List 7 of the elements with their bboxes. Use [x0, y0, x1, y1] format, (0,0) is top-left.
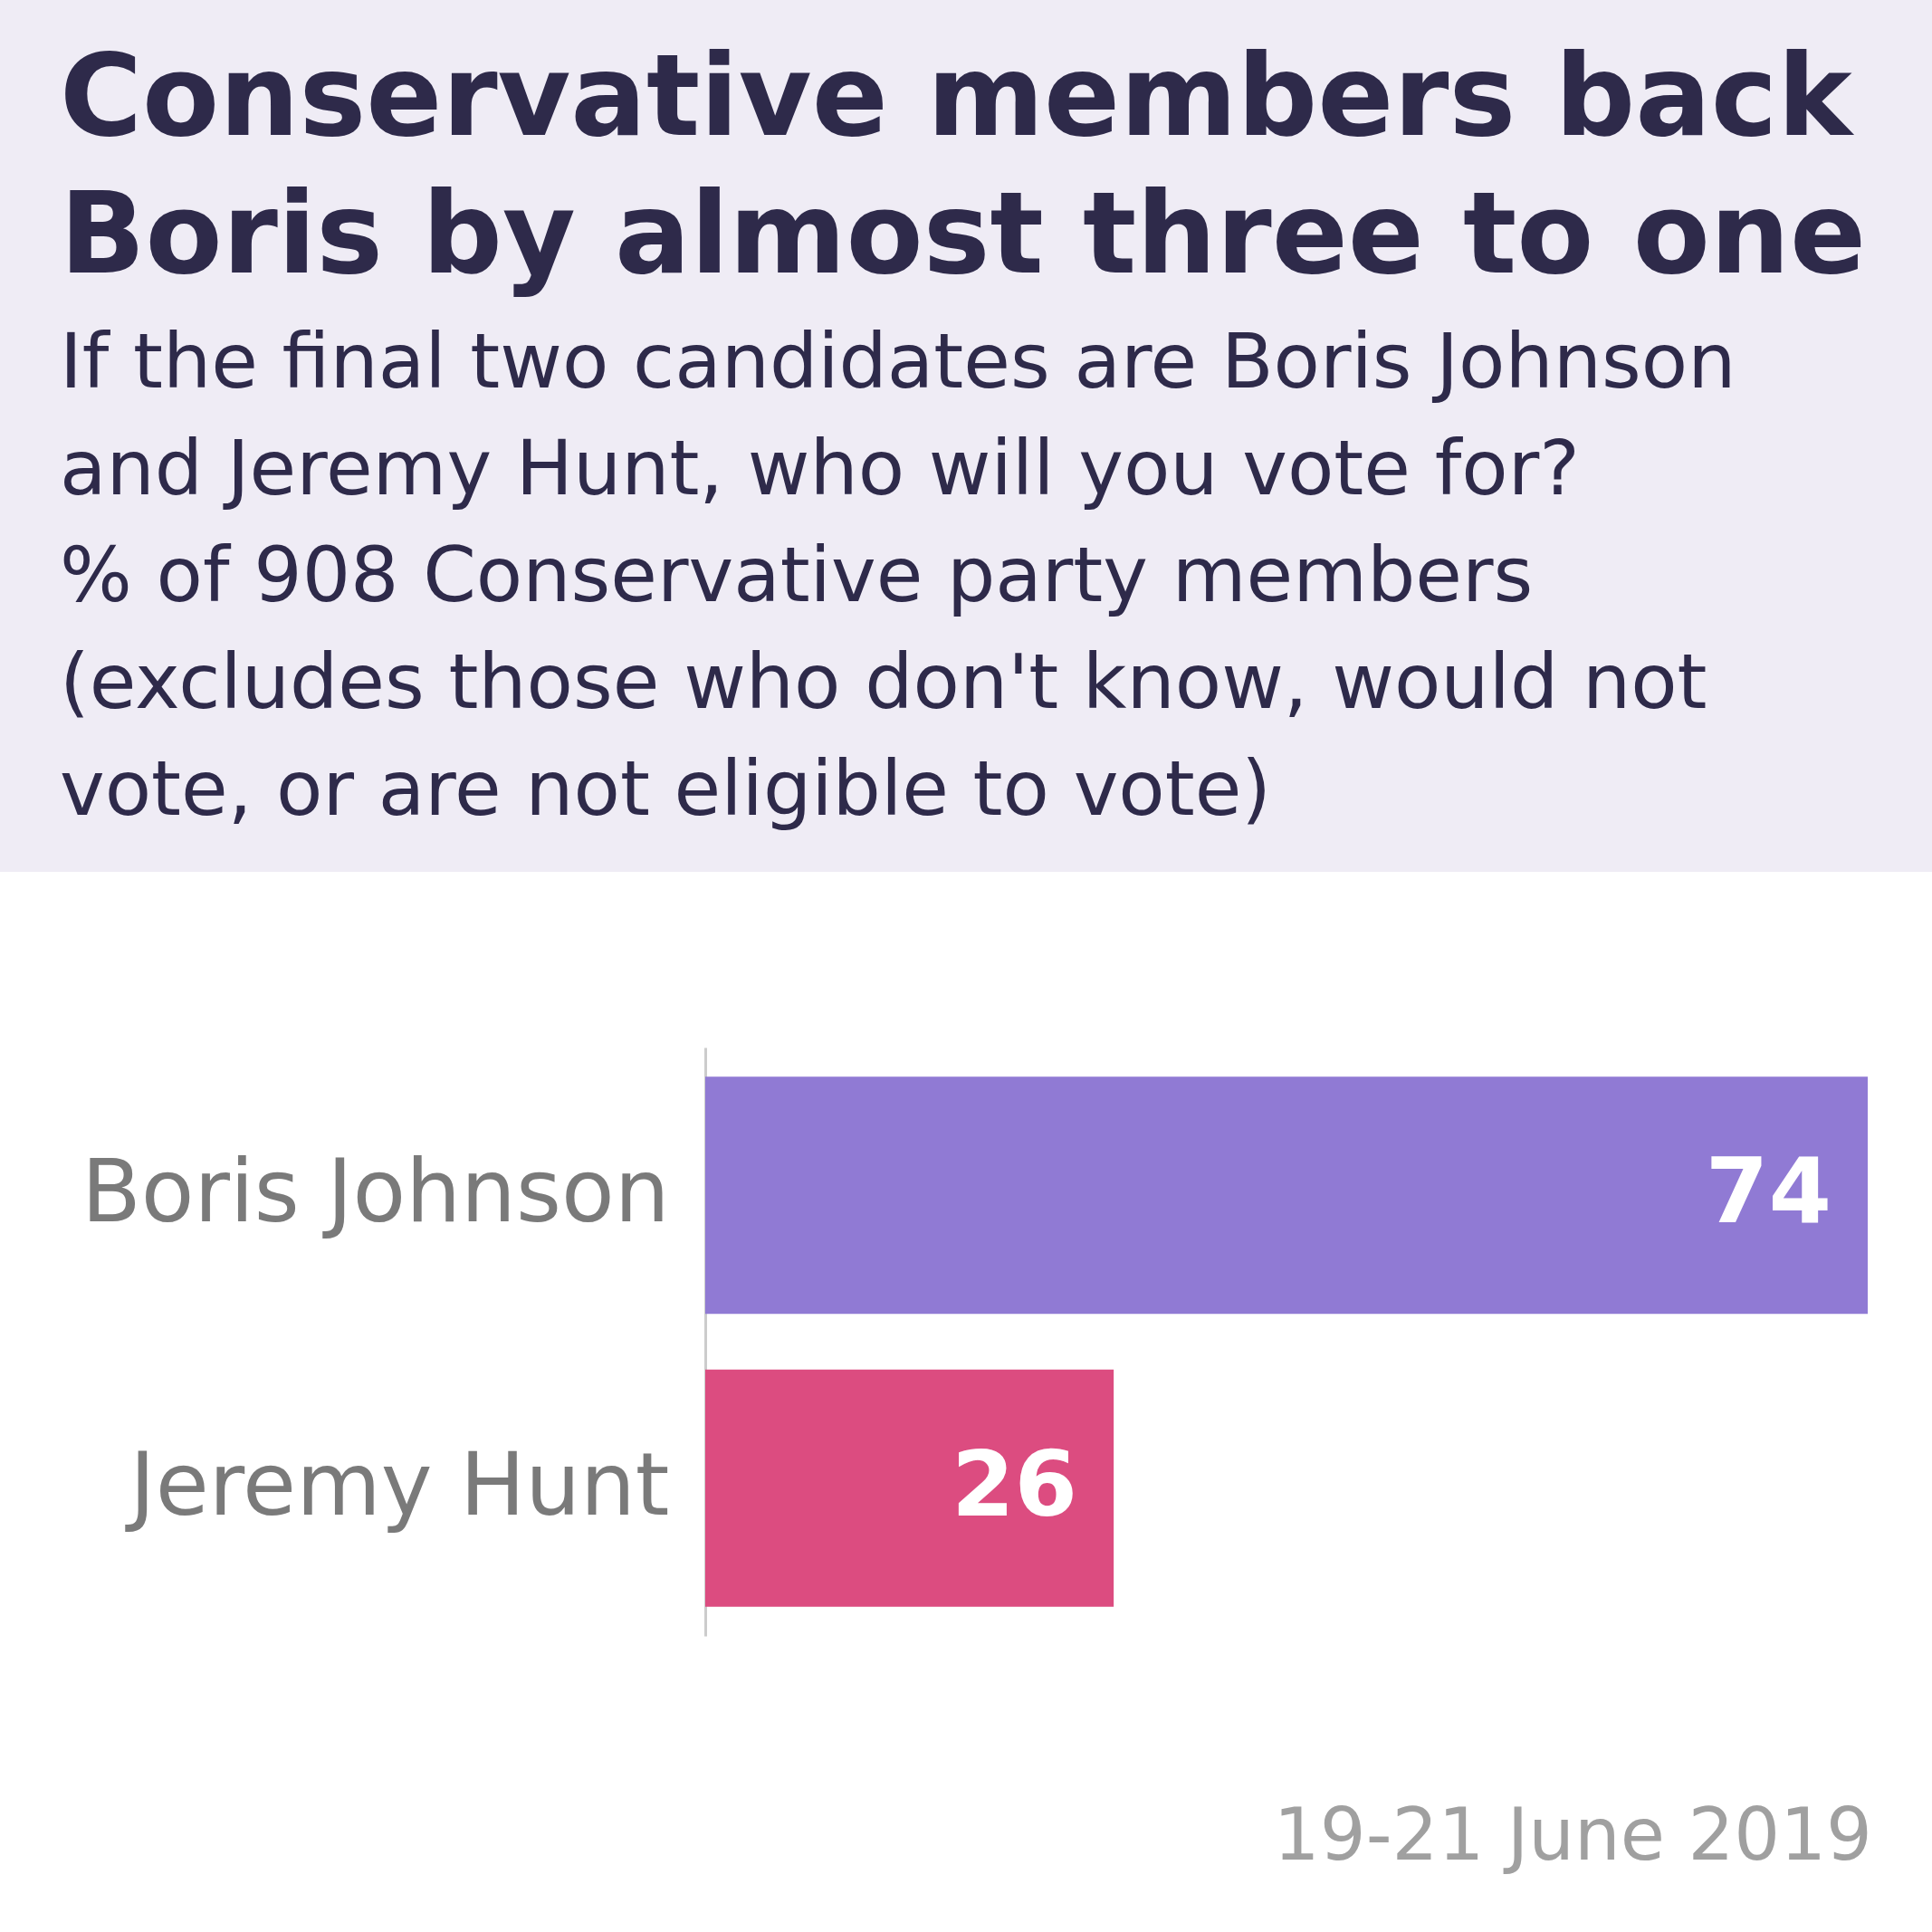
y-tick-label: Jeremy Hunt	[125, 1433, 670, 1535]
data-label: 26	[951, 1430, 1078, 1537]
y-tick-label: Boris Johnson	[81, 1141, 670, 1243]
text: 19-21 June 2019	[1273, 1793, 1872, 1877]
chart-subtitle: If the final two candidates are Boris Johnson and Jeremy Hunt, who will you vote for? % of 908 Conservative party members (excludes those who don't know, would not vote, or are not eligible to vote)	[60, 316, 1737, 835]
chart-title: Conservative members back Boris by almost three to one	[60, 30, 1868, 301]
data-label: 74	[1705, 1138, 1832, 1245]
